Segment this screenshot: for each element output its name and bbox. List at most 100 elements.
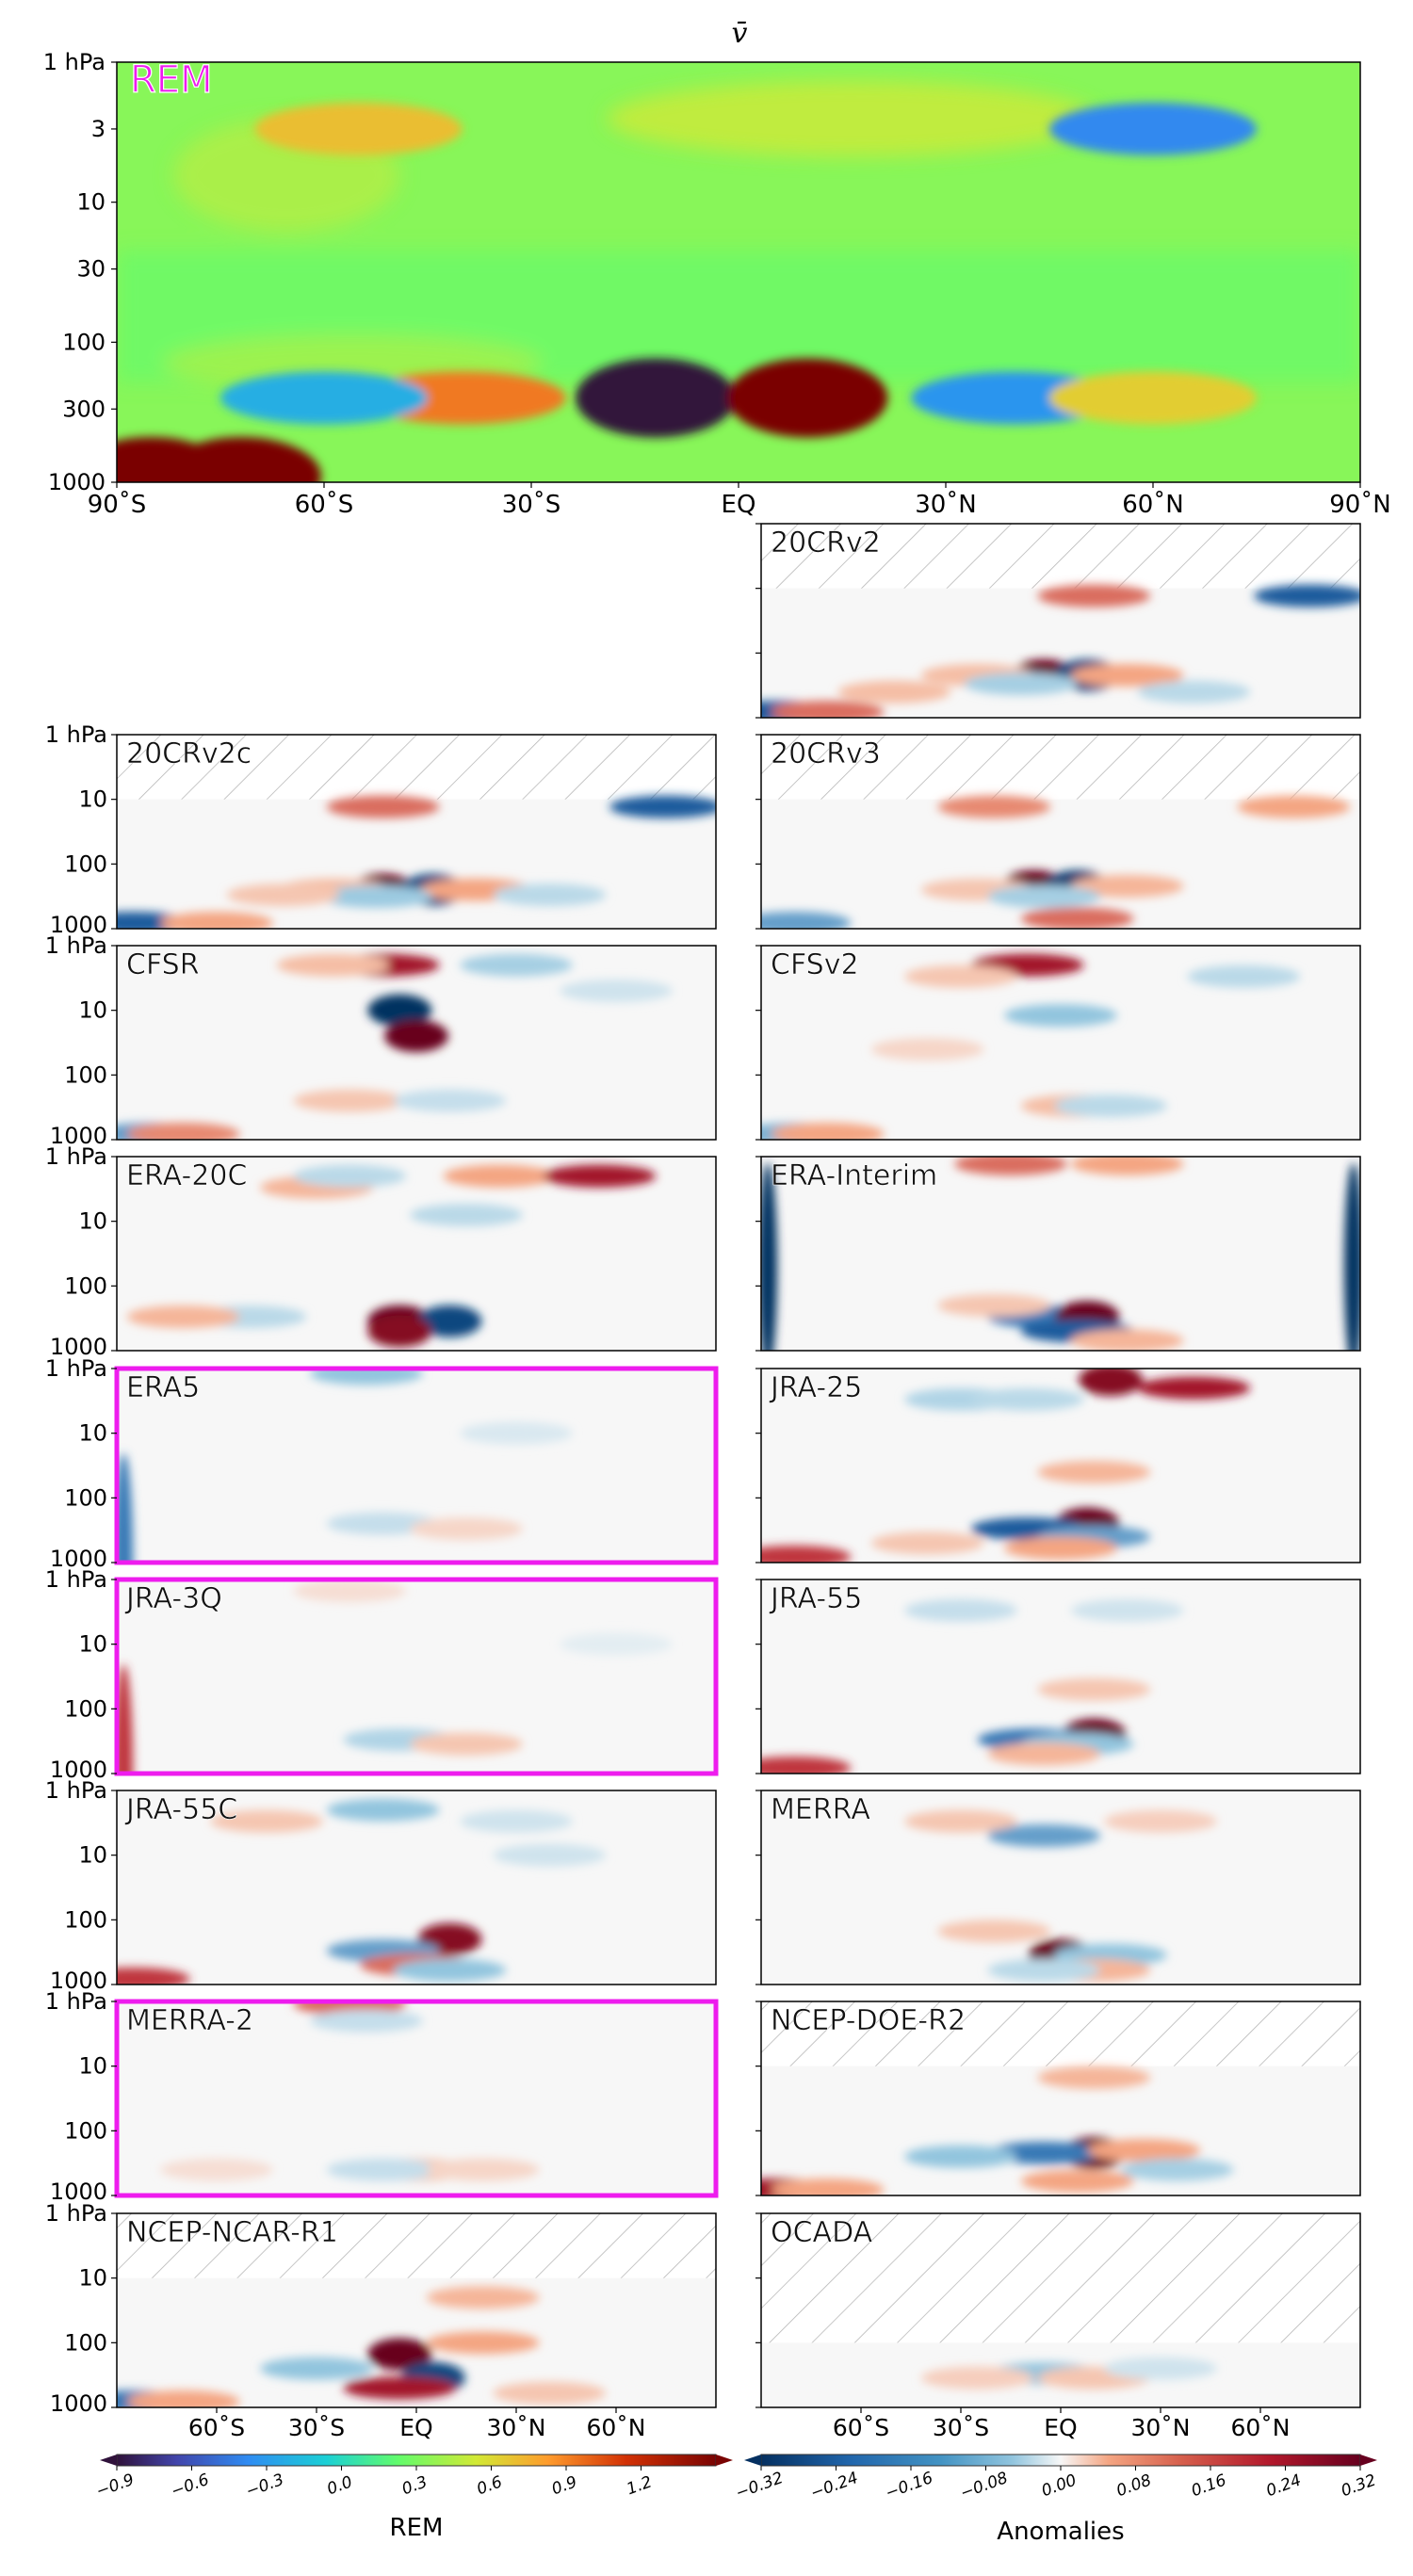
colorbar-tick-label: 0.9: [549, 2472, 579, 2499]
pressure-tick-label: 1000: [50, 1757, 107, 1783]
anomaly-feature: [326, 2158, 440, 2181]
panel-ncep-doe-r2: NCEP-DOE-R2: [755, 2001, 1361, 2196]
panel-jra-25: JRA-25: [755, 1368, 1361, 1563]
colorbar-tick-label: −0.3: [243, 2471, 286, 2502]
colorbar-tick-label: 0.0: [325, 2472, 355, 2499]
panel-label: 20CRv2: [771, 527, 881, 559]
pressure-tick-label: 1000: [50, 1334, 107, 1360]
pressure-tick-label: 1 hPa: [45, 2200, 107, 2227]
pressure-tick-label: 10: [78, 1631, 107, 1658]
anomaly-feature: [126, 1123, 240, 1140]
anomaly-feature: [367, 2338, 432, 2371]
pressure-tick-label: 100: [64, 1484, 107, 1511]
anomaly-feature: [987, 1742, 1101, 1766]
anomaly-feature: [410, 1517, 523, 1541]
colorbar-rem: −0.9 −0.6 −0.3 0.0 0.3 0.6 0.9 1.2 REM: [93, 2454, 733, 2542]
pressure-tick-label: 1 hPa: [45, 1988, 107, 2015]
panel-label: JRA-55C: [124, 1793, 237, 1826]
anomaly-feature: [126, 2390, 240, 2407]
anomaly-feature: [904, 1809, 1017, 1833]
panel-jra-55c: JRA-55C 1 hPa 10 100 1000: [45, 1777, 717, 1994]
anomaly-feature: [210, 1809, 323, 1833]
anomaly-feature: [937, 795, 1051, 818]
rem-feature: [1049, 371, 1257, 425]
rem-label: REM: [130, 58, 213, 102]
anomaly-feature: [761, 1162, 778, 1351]
pressure-tick-label: 1000: [50, 1968, 107, 1994]
anomaly-feature: [384, 1019, 448, 1052]
anomaly-feature: [1037, 2066, 1151, 2089]
no-data-hatch: [761, 735, 1360, 800]
latitude-tick-label: 30˚S: [502, 491, 561, 519]
panel-merra-2: MERRA-2 1 hPa 10 100 1000: [45, 1988, 719, 2205]
anomaly-feature: [1037, 1461, 1151, 1484]
latitude-tick-label: 60˚S: [295, 491, 354, 519]
panel-merra: MERRA: [755, 1790, 1361, 1985]
pressure-tick-label: 1 hPa: [45, 1143, 107, 1170]
panel-label: ERA5: [126, 1371, 200, 1404]
colorbar-tick-label: 0.24: [1264, 2471, 1304, 2501]
no-data-hatch: [761, 2213, 1360, 2343]
panel-label: ERA-Interim: [771, 1159, 937, 1192]
anomaly-feature: [1004, 1004, 1117, 1028]
rem-feature: [220, 371, 428, 425]
pressure-tick-label: 100: [64, 2117, 107, 2144]
panel-era5: ERA5 1 hPa 10 100 1000: [45, 1355, 719, 1572]
anomaly-feature: [1004, 1536, 1117, 1560]
pressure-tick-label: 30: [76, 256, 106, 283]
anomaly-feature: [493, 2381, 607, 2405]
anomaly-feature: [1104, 1809, 1217, 1833]
anomaly-feature: [1037, 584, 1151, 608]
latitude-tick-label: 30˚N: [1130, 2414, 1190, 2441]
anomaly-feature: [460, 953, 573, 977]
anomaly-feature: [1237, 795, 1351, 818]
anomaly-feature: [1187, 964, 1301, 988]
anomaly-feature: [964, 672, 1078, 696]
anomaly-feature: [410, 1204, 523, 1227]
panel-label: NCEP-NCAR-R1: [126, 2216, 338, 2249]
colorbar-tick-label: 0.3: [399, 2472, 430, 2499]
anomaly-feature: [1137, 680, 1251, 704]
anomaly-feature: [1070, 1329, 1184, 1351]
latitude-tick-label: 60˚N: [1230, 2414, 1290, 2441]
anomaly-feature: [426, 2286, 540, 2309]
anomaly-feature: [276, 953, 390, 977]
anomaly-feature: [761, 912, 852, 929]
panel-label: JRA-55: [769, 1582, 862, 1615]
anomaly-feature: [293, 1580, 407, 1603]
anomaly-feature: [460, 1809, 573, 1833]
anomaly-feature: [904, 2145, 1017, 2168]
anomaly-feature: [117, 1664, 134, 1774]
rem-feature: [254, 102, 463, 155]
pressure-tick-label: 10: [76, 189, 106, 216]
figure-title: v̄: [732, 17, 748, 50]
panel-label: CFSR: [126, 948, 200, 981]
panel-label: ERA-20C: [126, 1159, 247, 1192]
pressure-tick-label: 100: [64, 851, 107, 877]
anomaly-feature: [771, 1123, 885, 1140]
latitude-tick-label: 90˚S: [88, 491, 147, 519]
panel-label: 20CRv3: [771, 737, 881, 770]
anomaly-feature: [904, 964, 1017, 988]
colorbar-tick-label: 0.00: [1039, 2471, 1079, 2501]
anomaly-feature: [937, 1920, 1051, 1943]
anomaly-feature: [393, 1089, 507, 1112]
anomaly-feature: [609, 795, 716, 818]
panel-label: NCEP-DOE-R2: [771, 2004, 966, 2037]
colorbar-tick-label: 0.08: [1114, 2471, 1155, 2501]
panel-jra-3q: JRA-3Q 1 hPa 10 100 1000: [45, 1566, 719, 1783]
anomaly-feature: [326, 795, 440, 818]
anomaly-feature: [460, 1421, 573, 1445]
anomaly-feature: [1020, 2169, 1134, 2193]
anomaly-feature: [987, 1958, 1101, 1982]
anomaly-feature: [426, 2158, 540, 2181]
anomaly-feature: [1343, 1162, 1360, 1351]
pressure-tick-label: 1000: [50, 912, 107, 938]
rem-feature: [576, 358, 736, 438]
panel-era-interim: ERA-Interim: [755, 1156, 1361, 1352]
anomaly-feature: [1070, 1157, 1184, 1175]
anomaly-feature: [904, 1598, 1017, 1622]
rem-feature: [727, 358, 888, 438]
anomaly-feature: [937, 1294, 1051, 1318]
latitude-tick-label: EQ: [722, 491, 756, 519]
